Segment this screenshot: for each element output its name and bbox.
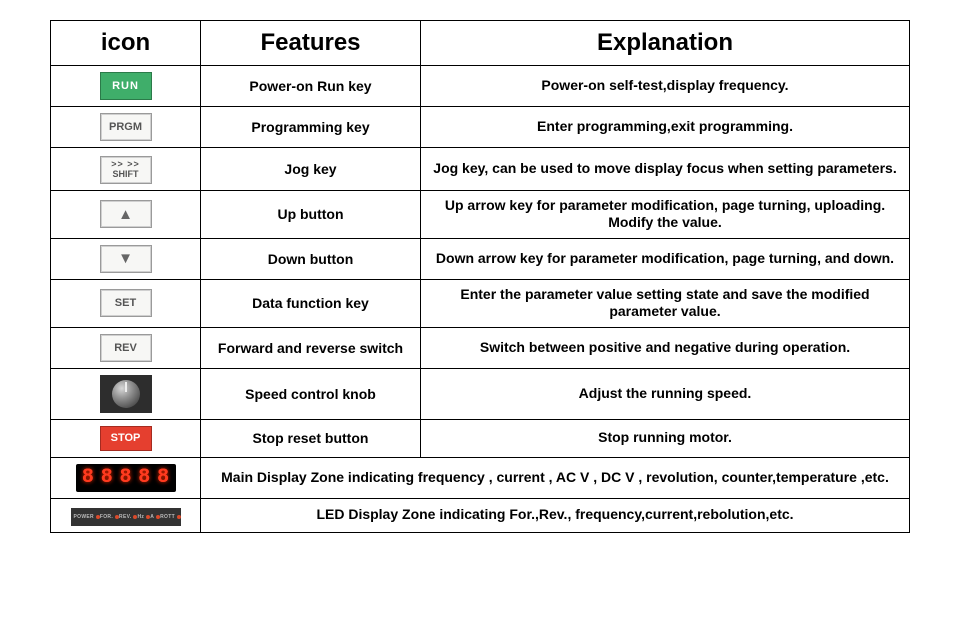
icon-cell: PRGM: [51, 107, 201, 148]
rev-key-icon: REV: [100, 334, 152, 362]
icon-cell: STOP: [51, 419, 201, 457]
icon-cell: >> >>SHIFT: [51, 148, 201, 191]
explanation-cell: Enter programming,exit programming.: [421, 107, 910, 148]
footer-row: 88888 Main Display Zone indicating freque…: [51, 457, 910, 498]
feature-cell: Up button: [201, 190, 421, 238]
feature-cell: Power-on Run key: [201, 66, 421, 107]
icon-cell: ▼: [51, 238, 201, 279]
explanation-cell: Down arrow key for parameter modificatio…: [421, 238, 910, 279]
shift-key-icon: >> >>SHIFT: [100, 156, 152, 184]
feature-cell: Jog key: [201, 148, 421, 191]
run-key-icon: RUN: [100, 72, 152, 100]
table-row: >> >>SHIFT Jog keyJog key, can be used to…: [51, 148, 910, 191]
table-row: PRGM Programming keyEnter programming,exi…: [51, 107, 910, 148]
table-row: RUN Power-on Run keyPower-on self-test,di…: [51, 66, 910, 107]
explanation-cell: Power-on self-test,display frequency.: [421, 66, 910, 107]
explanation-cell: Up arrow key for parameter modification,…: [421, 190, 910, 238]
feature-cell: Programming key: [201, 107, 421, 148]
key-legend-table: icon Features Explanation RUN Power-on Ru…: [50, 20, 910, 533]
table-row: ▲ Up buttonUp arrow key for parameter mod…: [51, 190, 910, 238]
icon-cell: REV: [51, 327, 201, 368]
footer-desc-cell: LED Display Zone indicating For.,Rev., f…: [201, 498, 910, 532]
icon-cell: 88888: [51, 457, 201, 498]
table-row: ▼ Down buttonDown arrow key for parameter…: [51, 238, 910, 279]
explanation-cell: Enter the parameter value setting state …: [421, 279, 910, 327]
table-row: Speed control knobAdjust the running spe…: [51, 368, 910, 419]
down-key-icon: ▼: [100, 245, 152, 273]
icon-cell: ▲: [51, 190, 201, 238]
feature-cell: Forward and reverse switch: [201, 327, 421, 368]
header-features: Features: [201, 21, 421, 66]
prgm-key-icon: PRGM: [100, 113, 152, 141]
icon-cell: RUN: [51, 66, 201, 107]
speed-knob-icon: [100, 375, 152, 413]
icon-cell: [51, 368, 201, 419]
explanation-cell: Jog key, can be used to move display foc…: [421, 148, 910, 191]
feature-cell: Stop reset button: [201, 419, 421, 457]
explanation-cell: Stop running motor.: [421, 419, 910, 457]
table-row: STOP Stop reset buttonStop running motor.: [51, 419, 910, 457]
header-row: icon Features Explanation: [51, 21, 910, 66]
footer-row: POWERFOR.REV.HzAROTT LED Display Zone ind…: [51, 498, 910, 532]
footer-desc-cell: Main Display Zone indicating frequency ,…: [201, 457, 910, 498]
stop-key-icon: STOP: [100, 426, 152, 451]
icon-cell: POWERFOR.REV.HzAROTT: [51, 498, 201, 532]
feature-cell: Speed control knob: [201, 368, 421, 419]
explanation-cell: Switch between positive and negative dur…: [421, 327, 910, 368]
table-row: REV Forward and reverse switchSwitch betw…: [51, 327, 910, 368]
led-main-display-icon: 88888: [76, 464, 176, 492]
header-icon: icon: [51, 21, 201, 66]
icon-cell: SET: [51, 279, 201, 327]
up-key-icon: ▲: [100, 200, 152, 228]
set-key-icon: SET: [100, 289, 152, 317]
explanation-cell: Adjust the running speed.: [421, 368, 910, 419]
feature-cell: Data function key: [201, 279, 421, 327]
led-indicator-strip-icon: POWERFOR.REV.HzAROTT: [71, 508, 181, 526]
header-explanation: Explanation: [421, 21, 910, 66]
table-row: SET Data function keyEnter the parameter …: [51, 279, 910, 327]
feature-cell: Down button: [201, 238, 421, 279]
